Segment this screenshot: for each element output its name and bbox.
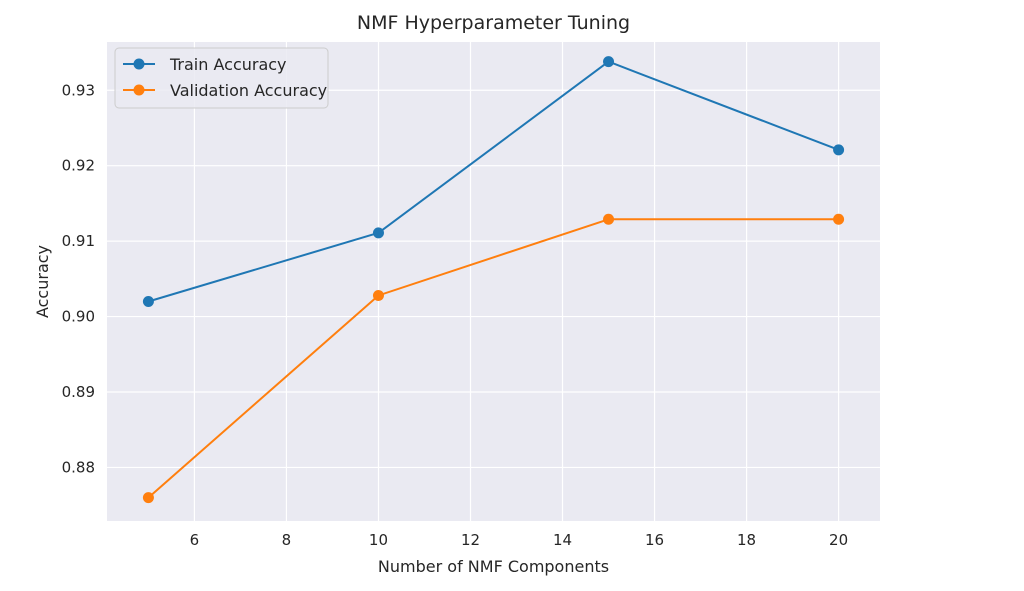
y-tick-label: 0.92 [62, 157, 95, 175]
train-accuracy-point [603, 56, 615, 68]
y-tick-label: 0.89 [62, 383, 95, 401]
y-tick-labels: 0.88 0.89 0.90 0.91 0.92 0.93 [62, 81, 95, 476]
x-tick-label: 20 [829, 531, 848, 549]
train-accuracy-line [148, 60, 839, 303]
legend-box [114, 47, 329, 109]
legend-label-validation-accuracy: Validation Accuracy [170, 81, 327, 100]
legend-label-train-accuracy: Train Accuracy [169, 55, 287, 74]
y-tick-label: 0.93 [62, 81, 95, 99]
x-tick-label: 16 [645, 531, 664, 549]
train-accuracy-point [833, 144, 845, 156]
y-axis-label: Accuracy [33, 245, 52, 318]
x-tick-label: 12 [461, 531, 480, 549]
legend-marker-train-accuracy [133, 58, 145, 70]
legend-marker-validation-accuracy [133, 84, 145, 96]
y-tick-label: 0.91 [62, 232, 95, 250]
x-tick-label: 8 [282, 531, 292, 549]
x-tick-label: 10 [369, 531, 388, 549]
x-tick-label: 18 [737, 531, 756, 549]
validation-accuracy-point [603, 213, 615, 225]
validation-accuracy-point [142, 492, 154, 504]
x-tick-labels: 6 8 10 12 14 16 18 20 [190, 531, 848, 549]
plot-area [107, 42, 880, 521]
validation-accuracy-point [372, 289, 384, 301]
train-accuracy-point [372, 227, 384, 239]
series-layer [142, 56, 845, 504]
series-train-accuracy [142, 56, 845, 307]
x-gridlines [193, 42, 840, 521]
y-tick-label: 0.88 [62, 458, 95, 476]
x-tick-label: 6 [190, 531, 200, 549]
series-validation-accuracy [142, 213, 845, 504]
train-accuracy-point [142, 295, 154, 307]
x-axis-label: Number of NMF Components [378, 557, 609, 576]
x-tick-label: 14 [553, 531, 572, 549]
validation-accuracy-line [147, 218, 839, 499]
y-tick-label: 0.90 [62, 308, 95, 326]
validation-accuracy-point [833, 213, 845, 225]
legend: Train Accuracy Validation Accuracy [114, 47, 329, 109]
chart-title: NMF Hyperparameter Tuning [357, 12, 630, 34]
